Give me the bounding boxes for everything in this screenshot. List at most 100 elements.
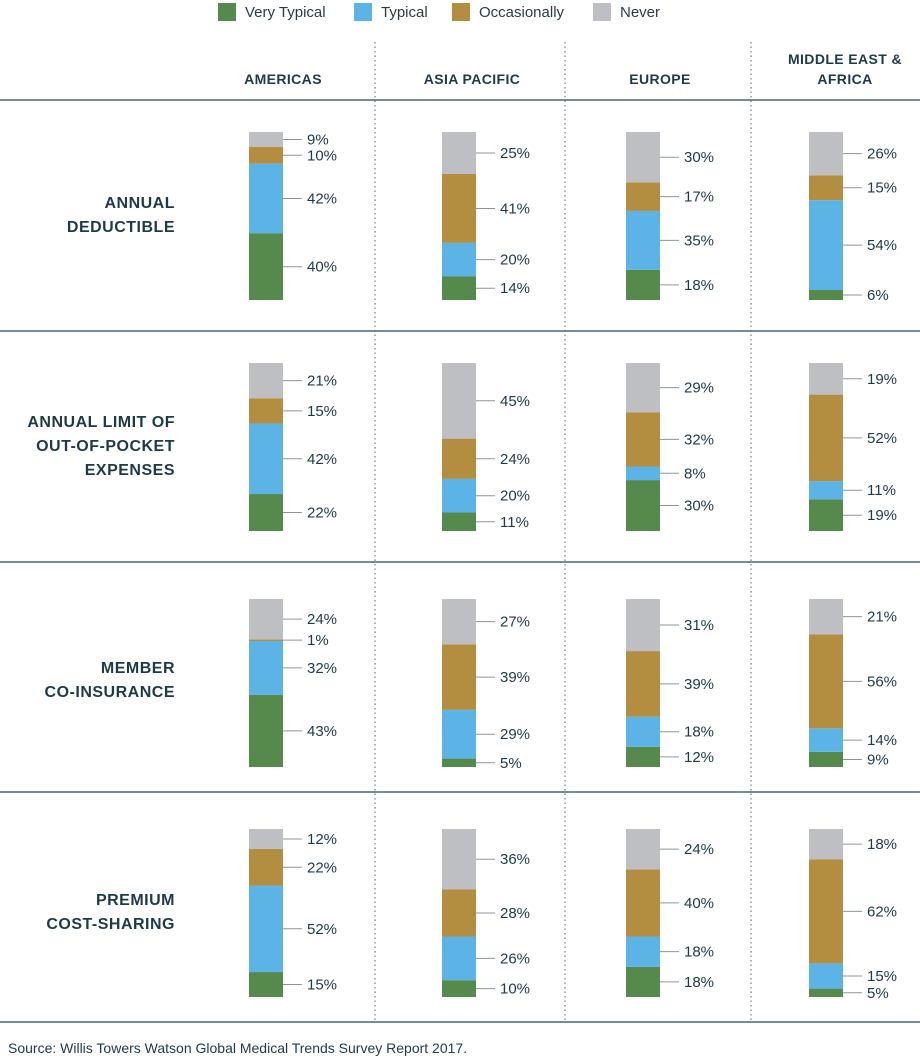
bar-segment-typical [626, 466, 660, 481]
data-label: 20% [500, 488, 530, 505]
data-label: 10% [500, 981, 530, 998]
data-label: 18% [867, 836, 897, 853]
row-label: MEMBER CO-INSURANCE [0, 657, 175, 705]
data-label: 18% [684, 277, 714, 294]
row-label-line: ANNUAL LIMIT OF [27, 414, 175, 431]
data-label: 8% [684, 465, 706, 482]
bar-segment-typical [249, 885, 283, 973]
bar-segment-typical [809, 963, 843, 989]
bar-segment-occasionally [442, 174, 476, 243]
bar-segment-typical [626, 210, 660, 270]
bar-segment-never [626, 132, 660, 183]
region-header-line: EUROPE [629, 71, 691, 87]
bar-segment-occasionally [249, 848, 283, 886]
bar-segment-never [626, 599, 660, 652]
data-label: 32% [307, 660, 337, 677]
bar-segment-occasionally [442, 644, 476, 710]
bar-segment-occasionally [442, 889, 476, 937]
legend-label: Occasionally [479, 3, 565, 21]
bar-segment-typical [249, 163, 283, 234]
data-label: 26% [867, 146, 897, 163]
data-label: 15% [307, 977, 337, 994]
bar-segment-typical [626, 936, 660, 967]
bar-segment-very-typical [626, 480, 660, 531]
data-label: 22% [307, 859, 337, 876]
bar-segment-typical [442, 709, 476, 759]
source-note: Source: Willis Towers Watson Global Medi… [8, 1040, 468, 1056]
bar-segment-never [442, 829, 476, 890]
bar-segment-typical [442, 242, 476, 277]
row-label-line: OUT-OF-POCKET [36, 438, 175, 455]
bar-segment-very-typical [626, 746, 660, 767]
bar-segment-typical [809, 481, 843, 500]
data-label: 17% [684, 189, 714, 206]
data-label: 20% [500, 252, 530, 269]
data-label: 22% [307, 505, 337, 522]
bar-segment-occasionally [626, 182, 660, 211]
bar-segment-never [442, 599, 476, 645]
bar-segment-occasionally [626, 412, 660, 467]
bar-segment-occasionally [249, 146, 283, 164]
legend-label: Never [620, 3, 661, 21]
data-label: 9% [307, 131, 329, 148]
bar-segment-never [809, 829, 843, 860]
bar-segment-never [249, 363, 283, 399]
data-label: 45% [500, 393, 530, 410]
data-label: 62% [867, 903, 897, 920]
data-label: 18% [684, 724, 714, 741]
legend-label: Very Typical [245, 3, 326, 21]
legend-swatch-typical [354, 3, 372, 21]
data-label: 35% [684, 232, 714, 249]
data-label: 19% [867, 371, 897, 388]
bar-segment-very-typical [626, 966, 660, 997]
bar-segment-occasionally [809, 859, 843, 964]
bar-segment-very-typical [442, 276, 476, 300]
data-label: 39% [684, 676, 714, 693]
bar-segment-never [626, 829, 660, 870]
data-label: 32% [684, 431, 714, 448]
data-label: 29% [500, 726, 530, 743]
region-header: ASIA PACIFIC [382, 69, 562, 89]
row-label: PREMIUM COST-SHARING [0, 889, 175, 937]
data-label: 1% [307, 632, 329, 649]
data-label: 43% [307, 723, 337, 740]
legend-swatch-occasionally [452, 3, 470, 21]
row-label-line: CO-INSURANCE [44, 684, 175, 701]
bar-segment-occasionally [249, 639, 283, 641]
data-label: 52% [307, 921, 337, 938]
legend: Very Typical Typical Occasionally Never [0, 0, 920, 26]
region-header: EUROPE [570, 69, 750, 89]
bar-segment-typical [442, 478, 476, 513]
region-header-line: MIDDLE EAST & [787, 51, 903, 67]
bar-segment-never [249, 599, 283, 640]
bar-segment-never [809, 599, 843, 635]
data-label: 12% [307, 831, 337, 848]
data-label: 11% [867, 482, 896, 499]
bar-segment-typical [809, 728, 843, 752]
bar-segment-typical [249, 641, 283, 695]
row-label-line: MEMBER [100, 660, 175, 677]
data-label: 29% [684, 380, 714, 397]
data-label: 30% [684, 498, 714, 515]
bar-segment-never [809, 363, 843, 395]
row-label: ANNUAL DEDUCTIBLE [0, 192, 175, 240]
bar-segment-very-typical [249, 694, 283, 767]
bar-segment-very-typical [249, 233, 283, 300]
bar-segment-very-typical [809, 290, 843, 300]
data-label: 14% [500, 280, 530, 297]
data-label: 18% [684, 944, 714, 961]
data-label: 42% [307, 451, 337, 468]
data-label: 18% [684, 974, 714, 991]
region-header-line: AFRICA [817, 71, 873, 87]
region-header-line: ASIA PACIFIC [423, 71, 521, 87]
bar-segment-occasionally [249, 398, 283, 424]
region-header: AMERICAS [193, 69, 373, 89]
data-label: 21% [307, 373, 337, 390]
bar-segment-typical [249, 423, 283, 495]
row-label-line: COST-SHARING [46, 916, 175, 933]
data-label: 40% [684, 895, 714, 912]
data-label: 56% [867, 673, 897, 690]
data-label: 27% [500, 614, 530, 631]
row-label-line: EXPENSES [84, 462, 175, 479]
